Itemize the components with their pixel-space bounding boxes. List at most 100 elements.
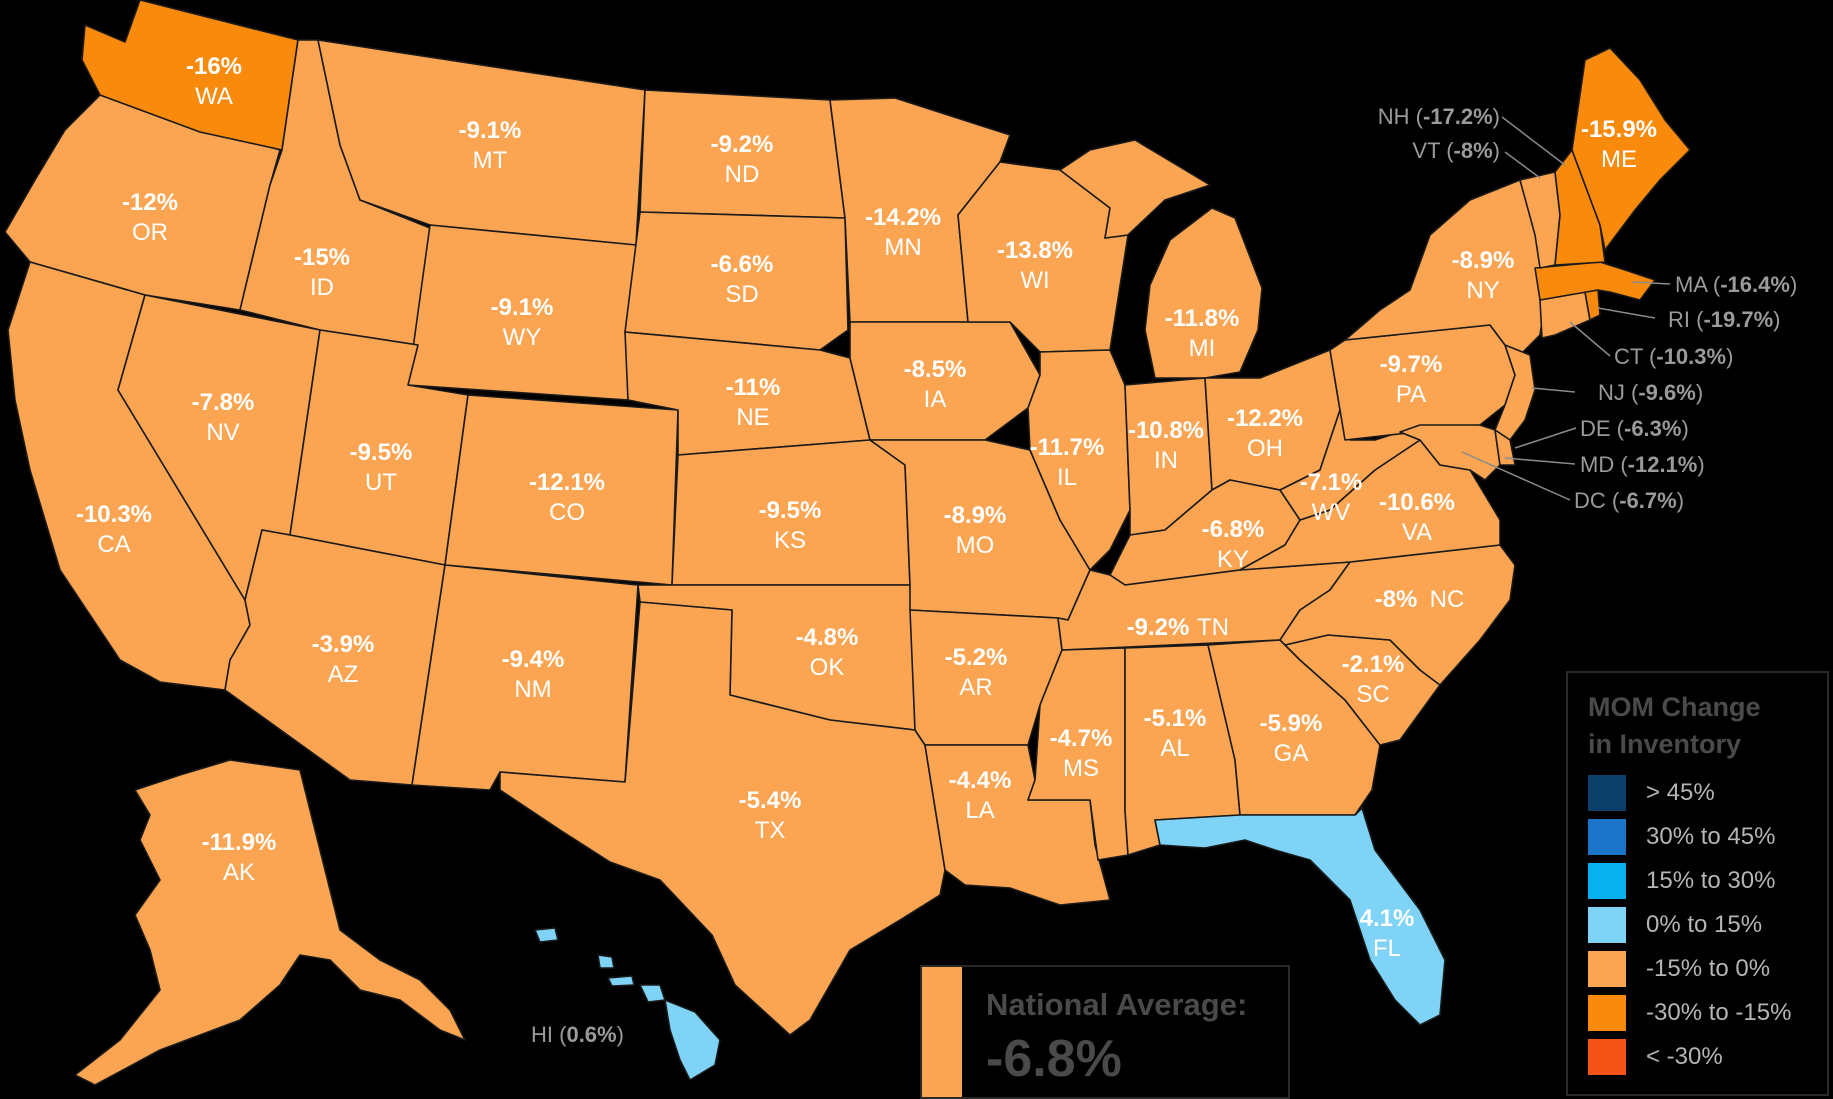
national-average-swatch (922, 967, 962, 1097)
label-pa-abbr: PA (1396, 381, 1426, 408)
state-fl[interactable] (1154, 807, 1446, 1026)
label-ia-abbr: IA (924, 386, 947, 413)
label-tn-abbr: TN (1197, 614, 1229, 641)
legend-item-0-15: 0% to 15% (1588, 907, 1762, 943)
label-tx-abbr: TX (755, 817, 786, 844)
hawaii-islands[interactable] (534, 927, 721, 1081)
label-va-abbr: VA (1402, 519, 1432, 546)
legend-title: MOM Change in Inventory (1588, 689, 1818, 763)
label-me-abbr: ME (1601, 146, 1637, 173)
label-ok-abbr: OK (810, 654, 845, 681)
state-az[interactable] (224, 529, 446, 786)
label-ny-pct: -8.9% (1452, 247, 1515, 274)
label-va-pct: -10.6% (1379, 489, 1455, 516)
label-mn-pct: -14.2% (865, 204, 941, 231)
legend-swatch-neg30-neg15 (1588, 995, 1626, 1031)
legend-label-30-45: 30% to 45% (1646, 823, 1776, 850)
label-mt-abbr: MT (473, 147, 508, 174)
label-mn-abbr: MN (884, 234, 921, 261)
legend-swatch-0-15 (1588, 907, 1626, 943)
label-ms-abbr: MS (1063, 755, 1099, 782)
label-ne-abbr: NE (736, 404, 769, 431)
callout-ma: MA (-16.4%) (1675, 272, 1797, 297)
state-md[interactable] (1399, 424, 1501, 481)
national-average-label: National Average: (986, 987, 1248, 1022)
label-al-pct: -5.1% (1144, 705, 1207, 732)
state-mi-up[interactable] (1059, 139, 1211, 239)
label-wi-pct: -13.8% (997, 237, 1073, 264)
state-me[interactable] (1571, 47, 1691, 251)
national-average-value: -6.8% (986, 1030, 1122, 1088)
callout-md: MD (-12.1%) (1580, 452, 1705, 477)
callout-ri: RI (-19.7%) (1668, 307, 1781, 332)
state-ia[interactable] (849, 321, 1041, 441)
label-wv-pct: -7.1% (1300, 469, 1363, 496)
state-ma[interactable] (1534, 261, 1656, 301)
state-la[interactable] (924, 744, 1111, 906)
label-co-pct: -12.1% (529, 469, 605, 496)
legend-label-neg30-neg15: -30% to -15% (1646, 999, 1792, 1026)
label-sd-pct: -6.6% (711, 251, 774, 278)
leader-vt (1504, 151, 1541, 179)
leader-md (1504, 457, 1576, 465)
legend-item-neg30-neg15: -30% to -15% (1588, 995, 1791, 1031)
legend-label-lt-neg30: < -30% (1646, 1043, 1723, 1070)
label-nc-pct: -8% (1375, 586, 1418, 613)
state-mi[interactable] (1144, 207, 1263, 379)
label-oh-pct: -12.2% (1227, 405, 1303, 432)
label-az-pct: -3.9% (312, 631, 375, 658)
label-wa-pct: -16% (186, 53, 242, 80)
callout-nj: NJ (-9.6%) (1598, 380, 1703, 405)
state-ms[interactable] (1027, 647, 1129, 861)
legend-item-gt45: > 45% (1588, 775, 1715, 811)
label-ar-pct: -5.2% (945, 644, 1008, 671)
label-ga-pct: -5.9% (1260, 710, 1323, 737)
label-la-abbr: LA (965, 797, 994, 824)
label-al-abbr: AL (1160, 735, 1189, 762)
legend-label-15-30: 15% to 30% (1646, 867, 1776, 894)
callout-nh: NH (-17.2%) (1378, 104, 1500, 129)
legend-swatch-15-30 (1588, 863, 1626, 899)
legend-item-neg15-0: -15% to 0% (1588, 951, 1770, 987)
label-nd-pct: -9.2% (711, 131, 774, 158)
leader-ma (1631, 281, 1671, 285)
label-pa-pct: -9.7% (1380, 351, 1443, 378)
legend-box: MOM Change in Inventory > 45% 30% to 45%… (1566, 671, 1829, 1096)
state-nc[interactable] (1279, 544, 1516, 686)
leader-de (1514, 427, 1577, 449)
label-mt-pct: -9.1% (459, 117, 522, 144)
leader-ct (1569, 321, 1611, 357)
state-sd[interactable] (624, 211, 849, 351)
label-ky-pct: -6.8% (1202, 516, 1265, 543)
label-il-abbr: IL (1057, 464, 1077, 491)
label-ms-pct: -4.7% (1050, 725, 1113, 752)
label-ne-pct: -11% (726, 374, 781, 401)
label-az-abbr: AZ (328, 661, 359, 688)
label-wi-abbr: WI (1020, 267, 1049, 294)
label-tn-pct: -9.2% (1127, 614, 1190, 641)
label-ut-abbr: UT (365, 469, 397, 496)
label-in-pct: -10.8% (1128, 417, 1204, 444)
label-la-pct: -4.4% (949, 767, 1012, 794)
state-labels: -16% WA -12% OR -10.3% CA -15% ID -7.8% … (76, 53, 1657, 962)
label-ut-pct: -9.5% (350, 439, 413, 466)
state-tx[interactable] (499, 601, 946, 1036)
label-wy-pct: -9.1% (491, 294, 554, 321)
leader-dc (1461, 451, 1571, 501)
label-il-pct: -11.7% (1030, 434, 1105, 461)
label-ks-pct: -9.5% (759, 497, 822, 524)
state-ak[interactable] (74, 759, 466, 1086)
legend-label-neg15-0: -15% to 0% (1646, 955, 1771, 982)
legend-swatch-lt-neg30 (1588, 1039, 1626, 1075)
label-sc-abbr: SC (1356, 681, 1389, 708)
legend-label-0-15: 0% to 15% (1646, 911, 1763, 938)
label-me-pct: -15.9% (1581, 116, 1657, 143)
state-de[interactable] (1494, 429, 1516, 466)
legend-item-15-30: 15% to 30% (1588, 863, 1775, 899)
label-ks-abbr: KS (774, 527, 806, 554)
label-ar-abbr: AR (959, 674, 992, 701)
label-tx-pct: -5.4% (739, 787, 802, 814)
label-id-pct: -15% (294, 244, 350, 271)
legend-item-lt-neg30: < -30% (1588, 1039, 1723, 1075)
